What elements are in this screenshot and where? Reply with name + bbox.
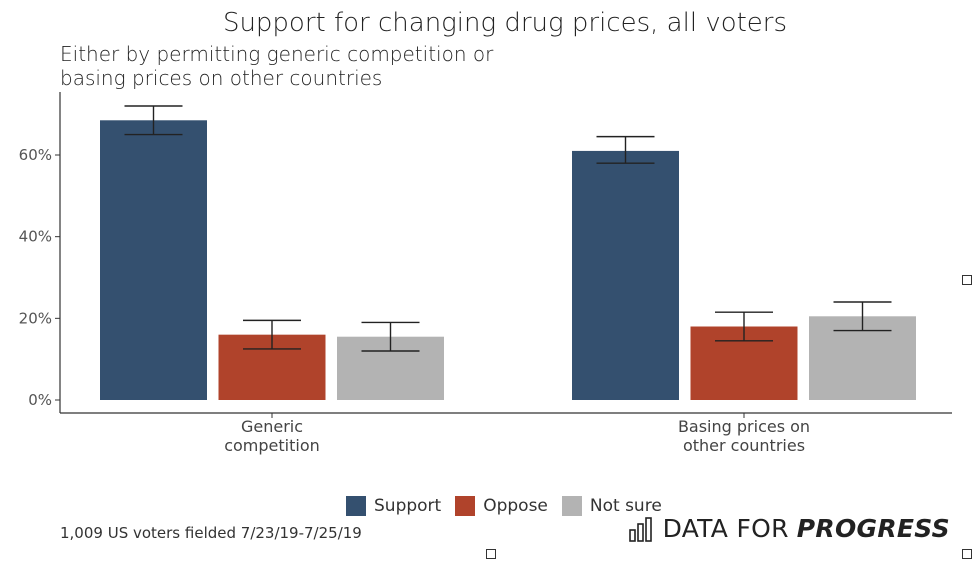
- bar-support: [572, 150, 679, 400]
- legend: Support Oppose Not sure: [346, 496, 676, 516]
- bars: [100, 120, 916, 401]
- legend-item-support: Support: [346, 496, 441, 516]
- corner-handle: [962, 549, 972, 559]
- y-tick-label: 20%: [19, 309, 52, 327]
- y-tick-label: 40%: [19, 228, 52, 246]
- subtitle-line-2: basing prices on other countries: [60, 66, 383, 90]
- legend-label: Oppose: [483, 496, 548, 516]
- corner-handle: [486, 549, 496, 559]
- legend-label: Support: [374, 496, 442, 516]
- legend-swatch: [455, 496, 476, 516]
- legend-item-oppose: Oppose: [455, 496, 548, 516]
- category-label: other countries: [683, 436, 805, 455]
- brand-logo: DATA FOR PROGRESS: [628, 514, 950, 543]
- error-bars: [124, 105, 892, 352]
- brand-bold: PROGRESS: [796, 514, 950, 543]
- legend-label: Not sure: [589, 496, 662, 516]
- category-label: Basing prices on: [678, 417, 810, 436]
- category-label: Generic: [241, 417, 303, 436]
- subtitle-line-1: Either by permitting generic competition…: [60, 42, 494, 66]
- legend-swatch: [561, 496, 582, 516]
- caption: 1,009 US voters fielded 7/23/19-7/25/19: [60, 524, 362, 542]
- y-tick-label: 0%: [28, 391, 52, 409]
- legend-swatch: [346, 496, 366, 516]
- brand-light: DATA FOR: [662, 514, 789, 543]
- axes: 0% 20% 40% 60%: [19, 92, 952, 414]
- y-tick-label: 60%: [19, 146, 52, 164]
- chart-title: Support for changing drug prices, all vo…: [222, 8, 788, 38]
- bar-chart-icon: [628, 516, 652, 542]
- legend-item-not-sure: Not sure: [561, 496, 662, 516]
- chart-subtitle: Either by permitting generic competition…: [60, 42, 493, 90]
- corner-handle: [962, 275, 972, 285]
- bar-support: [100, 120, 207, 401]
- category-label: competition: [224, 436, 320, 455]
